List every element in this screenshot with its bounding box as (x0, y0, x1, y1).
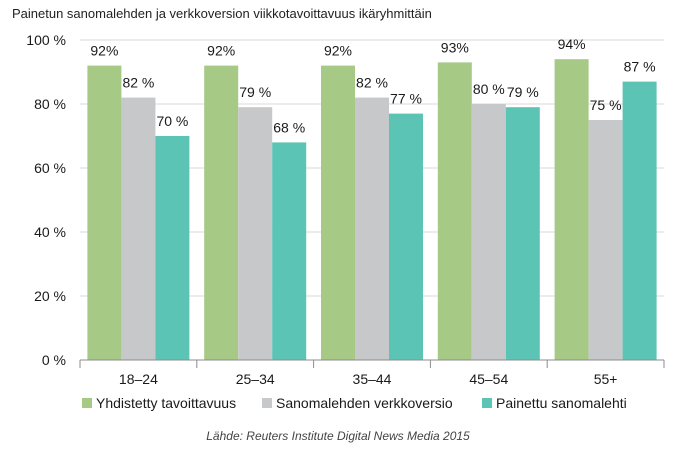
legend-label: Sanomalehden verkkoversio (276, 395, 453, 411)
bar (238, 107, 273, 360)
legend-label: Painettu sanomalehti (496, 395, 627, 411)
chart-title: Painetun sanomalehden ja verkkoversion v… (12, 6, 432, 21)
bar (272, 142, 307, 360)
y-tick-label: 60 % (34, 160, 66, 176)
data-label: 80 % (473, 81, 505, 97)
data-labels: 92%82 %70 %92%79 %68 %92%82 %77 %93%80 %… (90, 36, 655, 135)
x-tick-label: 45–54 (469, 371, 508, 387)
data-label: 79 % (507, 84, 539, 100)
source-note: Lähde: Reuters Institute Digital News Me… (206, 429, 470, 443)
data-label: 93% (441, 39, 469, 55)
x-axis: 18–24 25–34 35–44 45–54 55+ (79, 359, 665, 387)
legend-label: Yhdistetty tavoittavuus (96, 395, 236, 411)
data-label: 94% (558, 36, 586, 52)
legend-swatch (82, 398, 92, 408)
data-label: 92% (324, 43, 352, 59)
bar (389, 113, 423, 360)
y-tick-label: 0 % (42, 352, 66, 368)
x-tick-label: 55+ (594, 371, 618, 387)
y-tick-label: 20 % (34, 288, 66, 304)
x-tick-label: 35–44 (353, 371, 392, 387)
y-tick-label: 100 % (26, 32, 66, 48)
bar (204, 65, 239, 360)
data-label: 77 % (390, 91, 422, 107)
legend: Yhdistetty tavoittavuus Sanomalehden verk… (82, 395, 627, 411)
y-tick-label: 40 % (34, 224, 66, 240)
bar (471, 104, 506, 360)
data-label: 70 % (156, 113, 188, 129)
bars (87, 59, 657, 361)
data-label: 87 % (624, 59, 656, 75)
bar (437, 62, 472, 361)
bar (155, 136, 190, 360)
bar (321, 65, 355, 360)
bar (622, 81, 657, 360)
data-label: 79 % (239, 84, 271, 100)
data-label: 82 % (122, 75, 154, 91)
bar (121, 97, 156, 360)
data-label: 82 % (356, 75, 388, 91)
y-axis: 0 % 20 % 40 % 60 % 80 % 100 % (26, 32, 66, 368)
x-tick-label: 25–34 (236, 371, 275, 387)
data-label: 92% (207, 43, 235, 59)
x-tick-label: 18–24 (119, 371, 158, 387)
bar (554, 59, 589, 360)
data-label: 92% (90, 43, 118, 59)
bar (505, 107, 540, 360)
legend-swatch (262, 398, 272, 408)
bar (87, 65, 122, 360)
data-label: 75 % (590, 97, 622, 113)
y-tick-label: 80 % (34, 96, 66, 112)
bar (588, 120, 623, 360)
bar (355, 97, 389, 360)
legend-swatch (482, 398, 492, 408)
data-label: 68 % (273, 119, 305, 135)
